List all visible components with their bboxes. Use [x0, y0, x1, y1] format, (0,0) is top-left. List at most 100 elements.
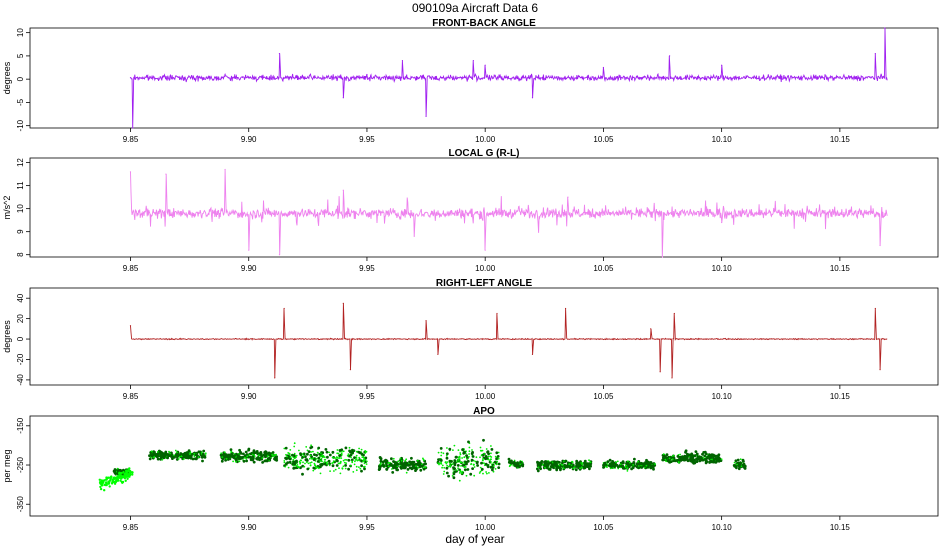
- data-point: [733, 461, 736, 464]
- data-point: [479, 456, 481, 459]
- data-point: [193, 453, 196, 455]
- data-point: [171, 456, 175, 459]
- data-point: [686, 459, 690, 463]
- data-point: [512, 460, 516, 464]
- x-tick-label: 9.90: [241, 264, 257, 273]
- data-point: [490, 458, 492, 461]
- data-point: [626, 470, 629, 472]
- data-point: [293, 445, 296, 448]
- data-point: [123, 477, 127, 480]
- data-point: [360, 464, 363, 468]
- data-point: [348, 449, 351, 453]
- data-point: [559, 468, 562, 472]
- data-point: [496, 460, 499, 463]
- x-tick-label: 9.85: [123, 135, 139, 144]
- data-point: [472, 59, 474, 62]
- figure-title: 090109a Aircraft Data 6: [412, 1, 538, 15]
- data-point: [400, 459, 403, 462]
- data-point: [444, 461, 447, 464]
- data-point: [131, 471, 134, 474]
- data-point: [606, 466, 608, 468]
- data-point: [339, 461, 342, 464]
- data-point: [471, 449, 473, 451]
- data-point: [236, 453, 239, 457]
- data-point: [564, 307, 567, 310]
- data-point: [118, 472, 121, 475]
- data-point: [734, 459, 738, 463]
- data-point: [245, 459, 249, 463]
- data-point: [350, 458, 354, 462]
- data-point: [739, 461, 742, 464]
- x-tick-label: 10.00: [475, 135, 496, 144]
- data-point: [317, 446, 321, 450]
- data-point: [679, 459, 683, 462]
- data-point: [440, 454, 443, 457]
- data-point: [415, 465, 417, 467]
- data-point: [258, 454, 260, 456]
- data-point: [242, 452, 245, 456]
- data-point: [351, 460, 354, 463]
- data-point: [305, 458, 309, 461]
- data-point: [671, 458, 674, 461]
- x-tick-label: 10.10: [712, 264, 733, 273]
- data-point: [301, 464, 305, 468]
- data-point: [105, 476, 108, 479]
- data-point: [659, 371, 661, 373]
- data-point: [671, 377, 673, 379]
- data-point: [132, 127, 134, 129]
- data-point: [364, 450, 367, 452]
- data-point: [571, 461, 574, 463]
- data-point: [448, 447, 452, 451]
- chart-panels: FRONT-BACK ANGLE degrees -10 -5 0 5 10 9.85 9.90…: [2, 18, 939, 532]
- data-point: [306, 452, 309, 456]
- data-point: [335, 464, 339, 467]
- data-point: [363, 456, 365, 459]
- data-point: [561, 461, 564, 465]
- data-point: [507, 457, 511, 461]
- data-point: [496, 455, 500, 458]
- data-point: [497, 462, 501, 466]
- data-point: [385, 467, 389, 471]
- data-point: [495, 463, 498, 466]
- y-tick-label: -40: [16, 374, 25, 386]
- data-point: [287, 452, 290, 454]
- data-point: [441, 464, 444, 467]
- x-tick-label: 10.00: [475, 523, 496, 532]
- data-point: [649, 461, 653, 464]
- data-point: [344, 464, 347, 467]
- data-point: [313, 453, 316, 456]
- data-point: [260, 453, 263, 457]
- data-point: [362, 460, 364, 463]
- data-point: [193, 455, 196, 458]
- data-point: [121, 480, 125, 484]
- x-tick-label: 10.05: [593, 392, 614, 401]
- data-point: [619, 466, 622, 469]
- data-point: [151, 454, 154, 458]
- data-point: [495, 451, 499, 455]
- data-point: [675, 458, 679, 462]
- data-point: [274, 377, 276, 379]
- data-point: [452, 449, 454, 451]
- data-point: [325, 450, 329, 454]
- data-point: [120, 474, 123, 477]
- data-point: [616, 460, 619, 463]
- plot-frame: [29, 287, 939, 386]
- x-tick-label: 9.95: [359, 135, 375, 144]
- data-point: [471, 455, 475, 458]
- data-point: [313, 457, 317, 461]
- data-point: [323, 456, 326, 459]
- data-point: [169, 452, 172, 455]
- y-tick-label: -5: [16, 98, 25, 106]
- data-point: [516, 463, 519, 467]
- data-point: [464, 466, 467, 468]
- y-tick-label: 20: [16, 314, 25, 323]
- data-point: [453, 461, 457, 465]
- data-point: [709, 455, 713, 459]
- data-point: [283, 307, 285, 310]
- data-point: [451, 463, 454, 466]
- data-point: [101, 480, 105, 483]
- data-point: [363, 459, 366, 462]
- data-point: [358, 451, 362, 455]
- data-point: [302, 452, 306, 456]
- x-tick-label: 10.15: [830, 523, 851, 532]
